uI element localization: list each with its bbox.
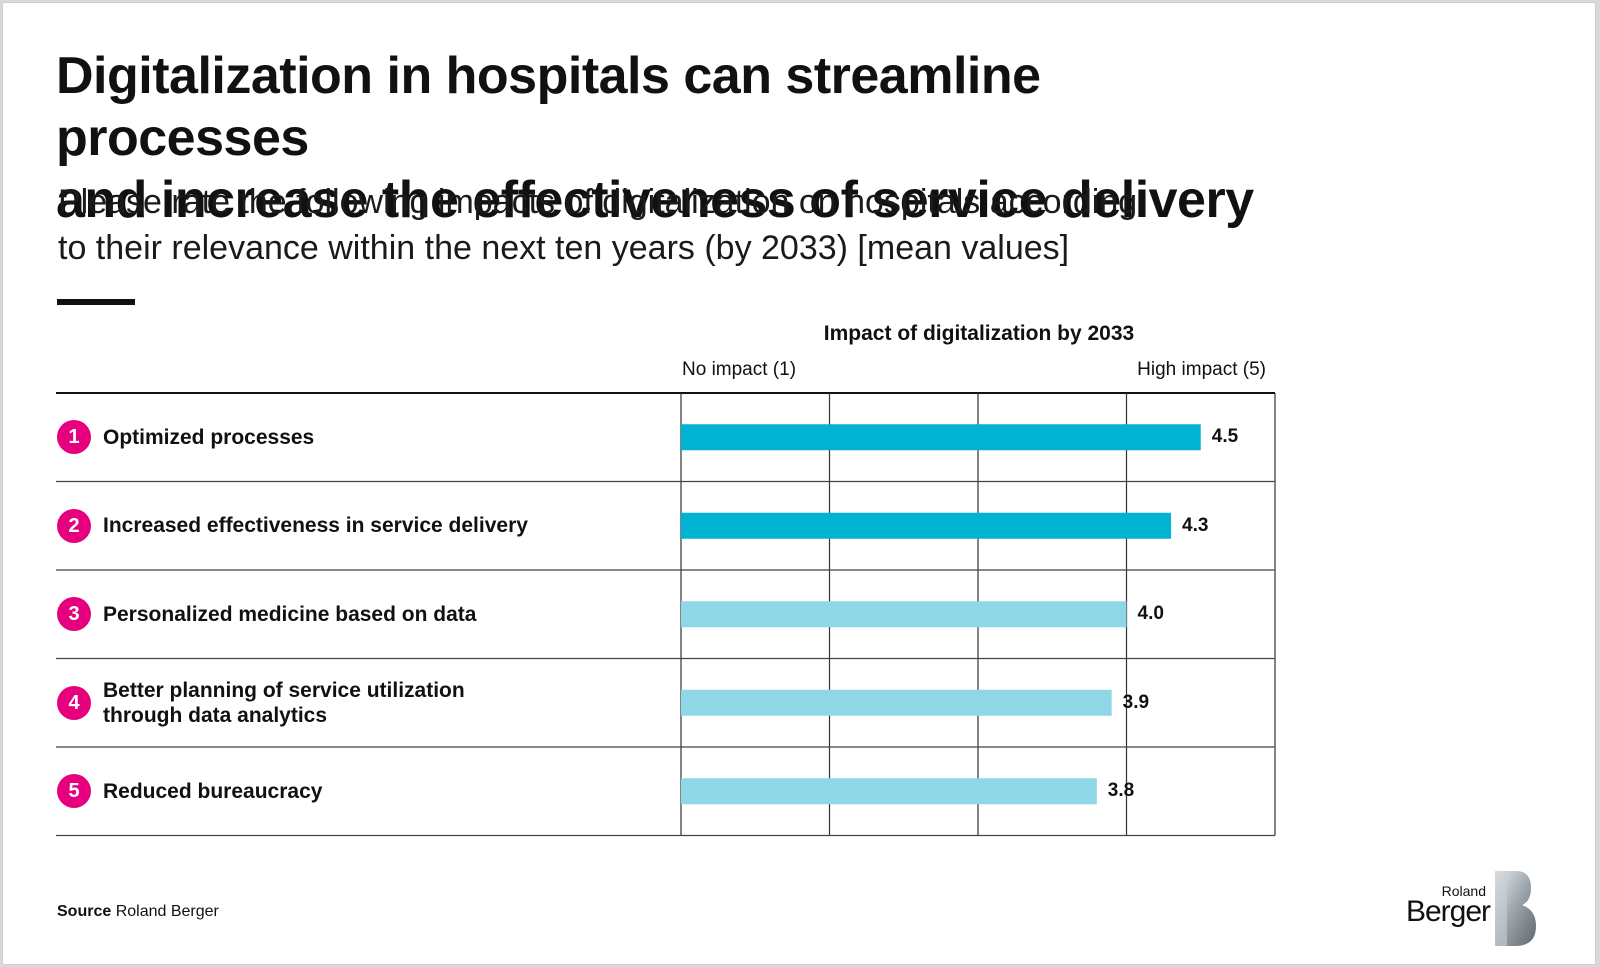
source-note: Source Roland Berger <box>57 903 219 921</box>
value-label-5: 3.8 <box>1107 780 1135 802</box>
logo-line-1: Roland <box>1441 883 1486 899</box>
category-number-badge: 5 <box>57 774 91 809</box>
logo-line-2: Berger <box>1405 895 1491 928</box>
category-label-4: Better planning of service utilization th… <box>103 678 465 727</box>
value-label-4: 3.9 <box>1122 691 1150 713</box>
category-label-2: Increased effectiveness in service deliv… <box>103 514 528 538</box>
value-label-2: 4.3 <box>1182 514 1209 536</box>
category-number-badge: 4 <box>57 685 91 720</box>
bar-chart <box>56 392 1276 837</box>
subtitle-line-1: Please rate the following impacts of dig… <box>58 183 1138 221</box>
title-line-1: Digitalization in hospitals can streamli… <box>56 47 1041 167</box>
value-label-1: 4.5 <box>1211 426 1239 448</box>
category-label-5: Reduced bureaucracy <box>103 779 323 803</box>
subtitle-line-2: to their relevance within the next ten y… <box>58 229 1070 267</box>
chart-title: Digitalization in hospitals can streamli… <box>56 45 1306 231</box>
value-label-3: 4.0 <box>1137 603 1164 625</box>
bar-4 <box>681 689 1112 716</box>
roland-berger-logo: Roland Berger <box>1398 871 1548 946</box>
bar-5 <box>681 778 1097 805</box>
title-line-2: and increase the effectiveness of servic… <box>56 171 1254 229</box>
category-label-1: Optimized processes <box>103 425 315 449</box>
category-number-badge: 2 <box>57 508 91 543</box>
axis-max-label: High impact (5) <box>1137 359 1266 380</box>
bar-2 <box>681 512 1172 539</box>
source-label: Source <box>57 903 112 920</box>
category-number-badge: 1 <box>57 420 91 455</box>
axis-title: Impact of digitalization by 2033 <box>823 322 1135 345</box>
accent-rule <box>57 299 135 305</box>
category-number-badge: 3 <box>57 597 91 632</box>
chart-subtitle: Please rate the following impacts of dig… <box>58 179 1238 271</box>
axis-min-label: No impact (1) <box>682 359 797 380</box>
bar-1 <box>681 424 1201 451</box>
bar-3 <box>681 601 1127 628</box>
source-text: Roland Berger <box>111 903 219 920</box>
category-label-3: Personalized medicine based on data <box>103 602 477 626</box>
logo-b-mark <box>1495 871 1536 946</box>
